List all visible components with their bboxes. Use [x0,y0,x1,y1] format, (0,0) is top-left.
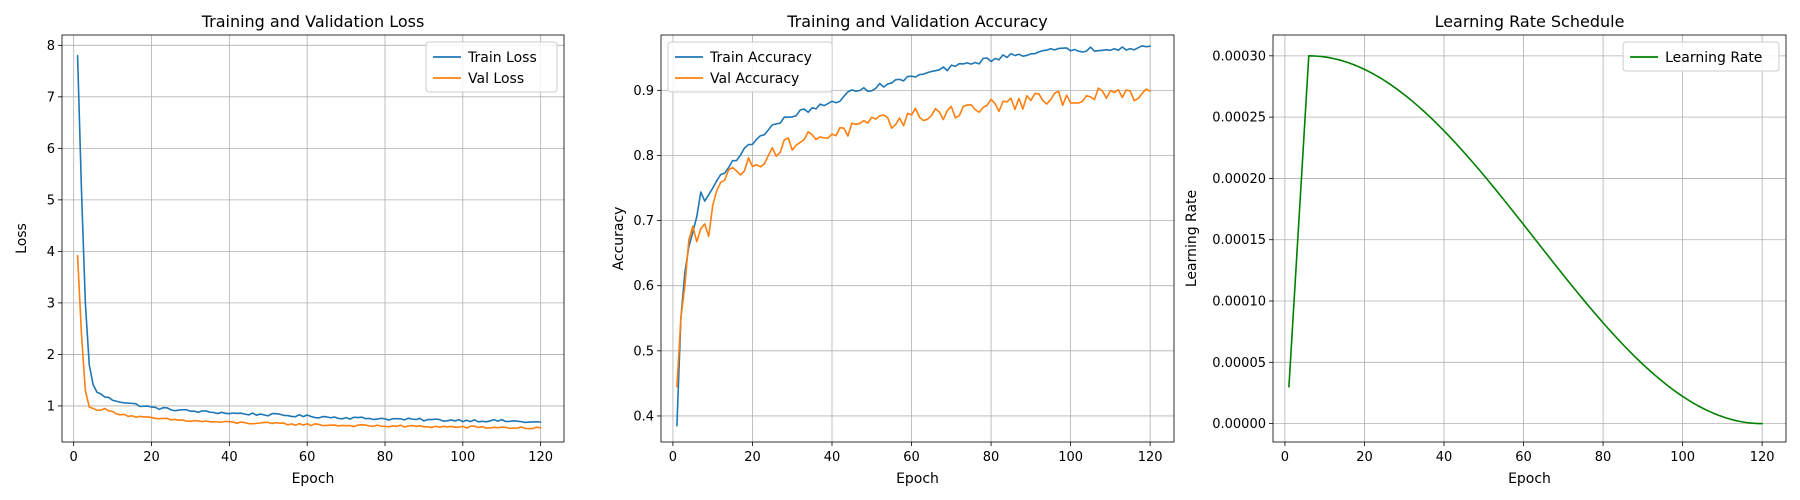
y-tick-label: 0.4 [633,409,654,424]
x-tick-label: 120 [1138,450,1163,465]
y-tick-label: 0.8 [633,149,654,164]
x-tick-label: 120 [528,450,553,465]
y-tick-label: 0.00005 [1212,356,1266,371]
y-tick-label: 0.6 [633,279,654,294]
x-axis-label: Epoch [292,471,335,487]
grid [1273,35,1786,442]
legend-box [425,41,558,93]
y-tick-label: 5 [47,193,55,208]
grid [62,35,564,442]
legend: Train Accuracy Val Accuracy [667,41,833,93]
y-tick-label: 0.9 [633,84,654,99]
x-tick-label: 20 [1356,450,1373,465]
x-tick-label: 0 [70,450,78,465]
x-axis-label: Epoch [1508,471,1551,487]
chart-title: Training and Validation Accuracy [786,12,1048,31]
legend-label: Train Loss [467,50,537,66]
y-tick-label: 6 [47,142,55,157]
legend: Train Loss Val Loss [425,41,558,93]
chart-panel-learning-rate: Learning Rate Schedule Epoch Learning Ra… [1184,12,1787,487]
y-axis-label: Learning Rate [1184,190,1200,287]
plot-frame [1272,34,1787,443]
y-tick-label: 0.00000 [1212,417,1266,432]
y-tick-label: 0.00025 [1212,111,1266,126]
y-tick-label: 3 [47,296,55,311]
legend: Learning Rate [1622,41,1780,72]
x-tick-label: 40 [824,450,841,465]
series-line-train-loss [76,54,542,424]
series-line-val-loss [76,254,542,430]
x-tick-label: 100 [1058,450,1083,465]
x-tick-label: 20 [744,450,761,465]
chart-title: Training and Validation Loss [201,12,425,31]
x-axis-label: Epoch [896,471,939,487]
x-tick-label: 80 [1595,450,1612,465]
y-tick-label: 7 [47,90,55,105]
y-tick-label: 0.00010 [1212,295,1266,310]
chart-title: Learning Rate Schedule [1435,12,1625,31]
legend-box [667,41,833,93]
x-tick-label: 0 [1281,450,1289,465]
x-tick-label: 60 [299,450,316,465]
y-tick-label: 0.00015 [1212,233,1266,248]
y-tick-label: 0.00030 [1212,49,1266,64]
chart-panel-loss: Training and Validation Loss Epoch Loss … [14,12,565,487]
grid [661,35,1174,442]
y-axis-label: Loss [14,223,30,254]
legend-label: Train Accuracy [709,50,812,66]
y-tick-label: 1 [47,399,55,414]
series-line-val-accuracy [676,87,1151,388]
x-tick-label: 80 [983,450,1000,465]
x-tick-label: 20 [143,450,160,465]
x-tick-label: 60 [1515,450,1532,465]
y-tick-label: 0.5 [633,344,654,359]
x-tick-label: 100 [1670,450,1695,465]
y-tick-label: 0.7 [633,214,654,229]
chart-panel-accuracy: Training and Validation Accuracy Epoch A… [611,12,1175,487]
x-tick-label: 100 [450,450,475,465]
legend-label: Learning Rate [1665,50,1762,66]
x-tick-label: 0 [669,450,677,465]
series-line-learning-rate [1288,55,1763,425]
x-tick-label: 60 [903,450,920,465]
x-tick-label: 80 [377,450,394,465]
y-tick-label: 0.00020 [1212,172,1266,187]
plot-frame [660,34,1175,443]
plot-frame [61,34,565,443]
legend-label: Val Accuracy [710,71,799,87]
y-axis-label: Accuracy [611,207,627,271]
legend-box [1622,41,1780,72]
x-tick-label: 40 [1436,450,1453,465]
y-tick-label: 2 [47,348,55,363]
x-tick-label: 40 [221,450,238,465]
x-tick-label: 120 [1750,450,1775,465]
series-line-train-accuracy [676,45,1151,427]
legend-label: Val Loss [468,71,524,87]
y-tick-label: 4 [47,245,55,260]
y-tick-label: 8 [47,39,55,54]
